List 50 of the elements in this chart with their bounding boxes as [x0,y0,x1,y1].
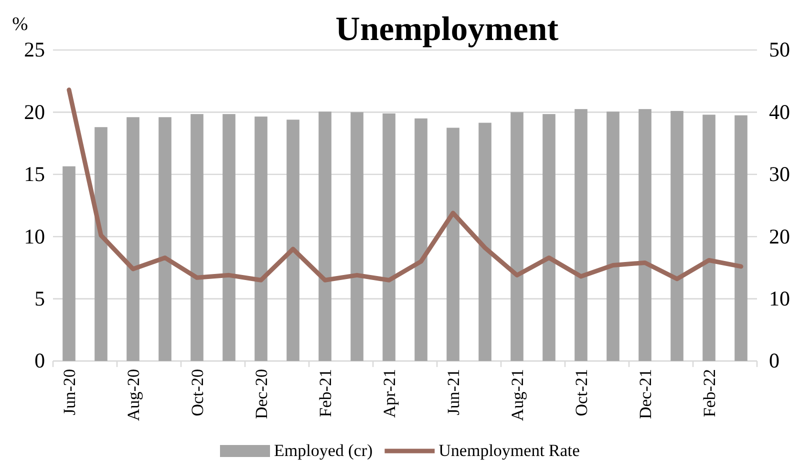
chart-title: Unemployment [336,11,560,48]
legend-label: Employed (cr) [274,441,373,460]
bar [702,114,716,361]
x-tick-label: Oct-21 [572,369,591,416]
y2-tick-label: 50 [769,38,790,62]
bar [638,109,652,361]
bar [414,118,428,361]
bar [190,114,204,361]
y-tick-label: 5 [34,286,45,311]
bar [606,112,620,361]
bar [254,116,268,361]
y2-tick-label: 20 [769,224,790,248]
bar [542,114,556,361]
y-axis-title: % [12,14,28,35]
x-tick-label: Dec-21 [636,369,655,420]
bar [62,166,76,361]
bar [574,109,588,361]
bar [126,117,140,361]
y-tick-label: 0 [34,348,45,373]
y2-tick-label: 30 [769,162,790,186]
x-tick-label: Jun-21 [444,369,463,416]
y-tick-label: 20 [24,100,45,124]
legend-label: Unemployment Rate [438,441,580,460]
x-tick-label: Apr-21 [380,369,399,418]
bar [350,112,364,361]
x-tick-label: Jun-20 [60,369,79,416]
bar [478,122,492,361]
x-tick-label: Oct-20 [188,369,207,416]
x-tick-label: Feb-21 [316,369,335,418]
y-tick-label: 10 [24,224,45,248]
bar [94,127,108,361]
x-tick-label: Dec-20 [252,369,271,420]
y2-tick-label: 40 [769,100,790,124]
x-tick-label: Aug-21 [508,369,527,421]
bar [446,128,460,361]
line-series [66,88,744,282]
y-tick-label: 15 [24,162,45,186]
bar [158,117,172,361]
bar [734,115,748,361]
bar [222,114,236,361]
bar [318,112,332,361]
bar [382,113,396,361]
y-tick-label: 25 [24,38,45,62]
bar [286,120,300,361]
x-tick-label: Feb-22 [700,369,719,418]
bar [510,112,524,361]
y2-tick-label: 0 [769,348,780,373]
x-tick-label: Aug-20 [124,369,143,421]
bar [670,110,684,361]
y2-tick-label: 10 [769,286,790,311]
